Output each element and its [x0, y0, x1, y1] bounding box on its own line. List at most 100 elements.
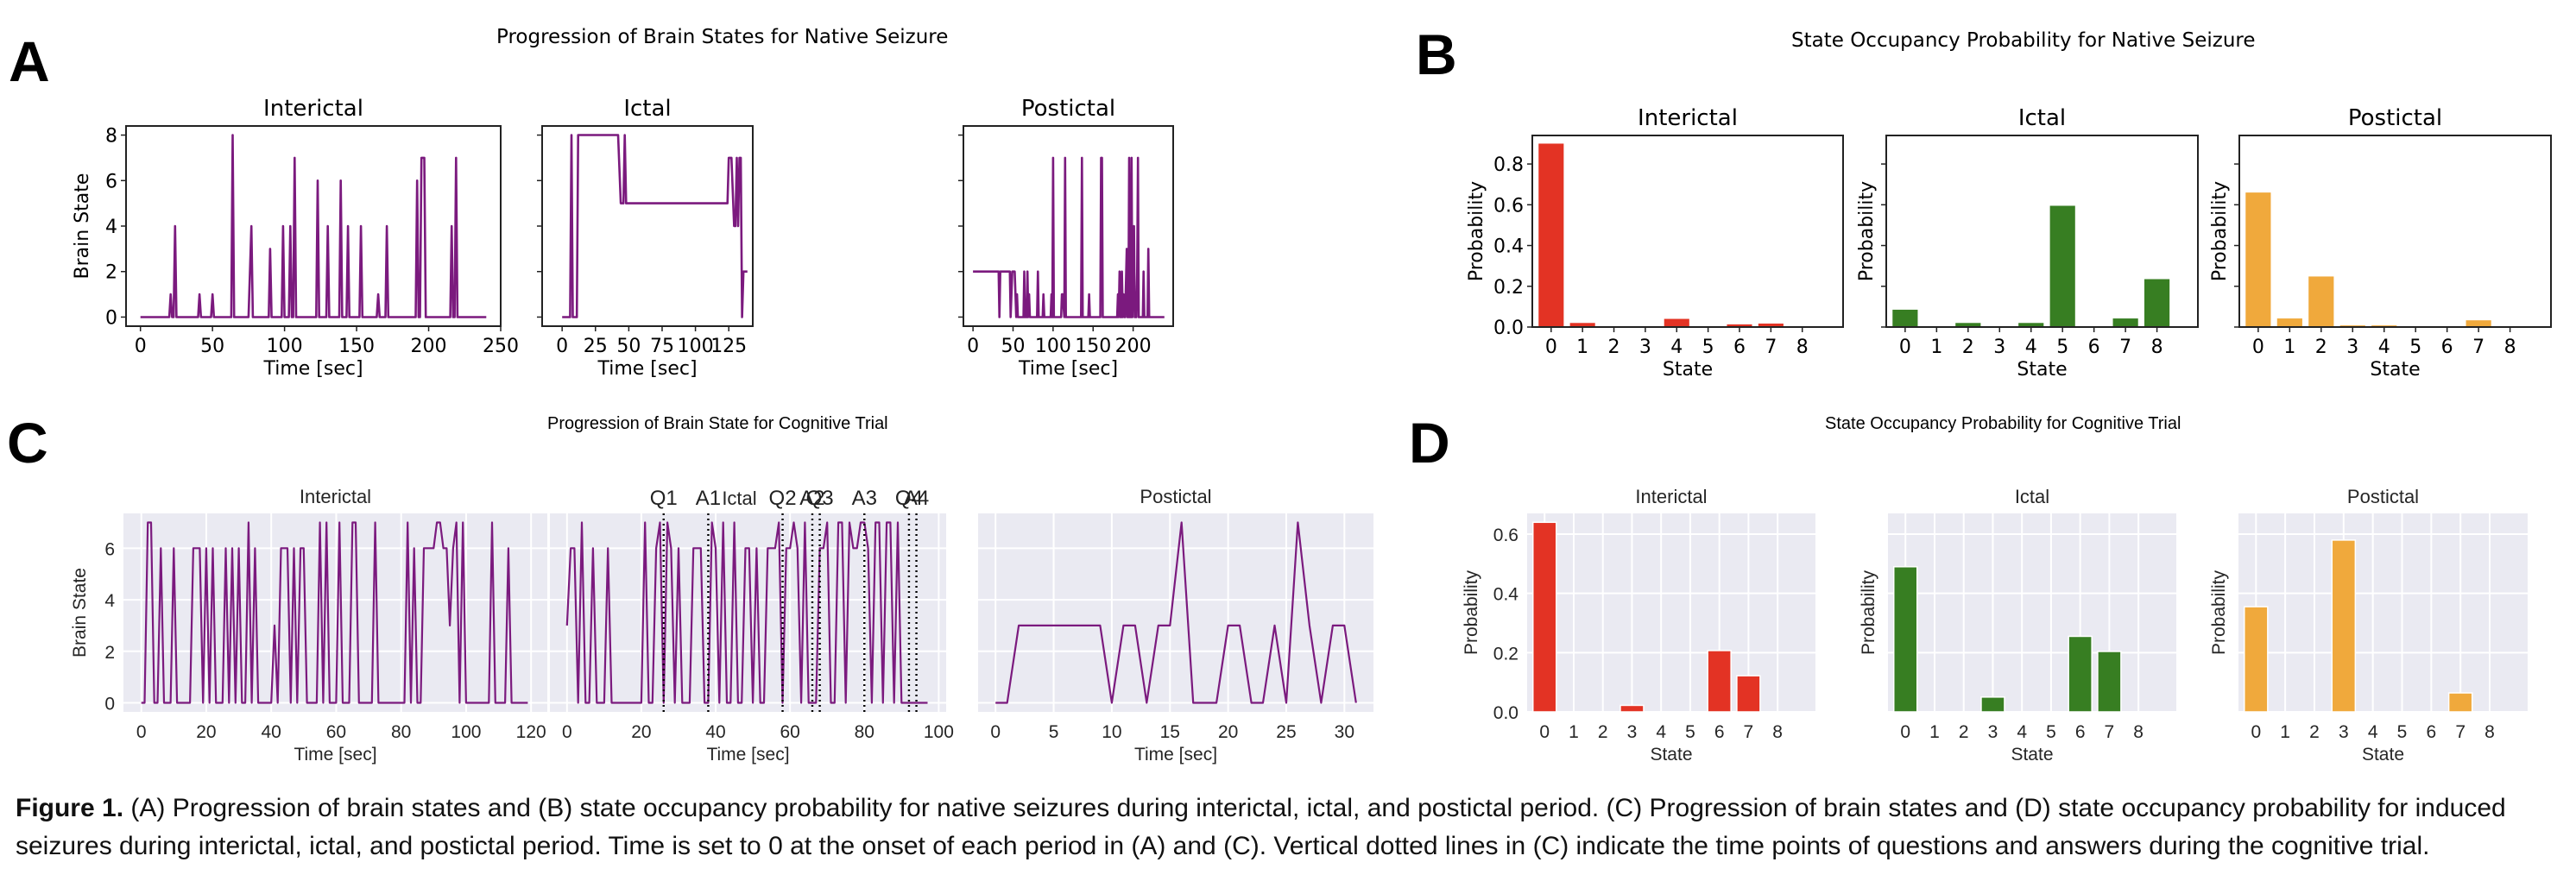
subplot-title: Postictal	[2347, 486, 2419, 507]
chart-D-postictal: 0 1 2 3 4 5 6 7 8 State Probability Postictal	[2209, 486, 2528, 765]
x-tick-label: 15	[1160, 722, 1180, 742]
x-tick-label: 2	[1608, 337, 1620, 358]
plot-area	[2238, 513, 2528, 712]
event-label-a1: A1	[696, 487, 721, 510]
chart-D-interictal: 0 1 2 3 4 5 6 7 8 0.0 0.2 0.4 0.6 State Probability Int…	[1462, 486, 1815, 765]
y-tick-label: 0	[104, 695, 115, 714]
event-label-a3: A3	[852, 487, 877, 510]
x-tick-label: 5	[2409, 337, 2421, 358]
x-axis-label: Time [sec]	[262, 358, 363, 380]
subplot-title: Ictal	[722, 488, 756, 509]
plot-area	[978, 513, 1373, 712]
x-axis-label: Time [sec]	[1134, 745, 1217, 765]
x-tick-label: 2	[1962, 337, 1974, 358]
x-tick-label: 50	[616, 336, 641, 357]
x-tick-label: 6	[1733, 337, 1746, 358]
x-axis-label: Time [sec]	[597, 358, 697, 380]
x-tick-label: 2	[1598, 722, 1608, 742]
x-axis-label: State	[1650, 745, 1692, 765]
y-axis-label: Probability	[1462, 570, 1481, 655]
panel-a-title: Progression of Brain States for Native S…	[496, 26, 949, 48]
x-tick-label: 30	[1335, 722, 1354, 742]
y-tick-label: 0.8	[1493, 154, 1524, 176]
bar-state-7	[2112, 318, 2138, 327]
x-tick-label: 0	[1539, 722, 1550, 742]
x-tick-label: 125	[710, 336, 747, 357]
x-axis-label: State	[2011, 745, 2053, 765]
y-tick-label: 4	[105, 217, 117, 238]
brain-state-line	[140, 134, 487, 318]
x-tick-label: 5	[1049, 722, 1059, 742]
plot-area	[963, 126, 1173, 326]
x-tick-label: 0	[2252, 337, 2264, 358]
axes-frame	[1531, 135, 1844, 328]
brain-state-line	[565, 521, 928, 704]
bar-state-8	[2144, 279, 2170, 327]
x-tick-label: 1	[2280, 722, 2290, 742]
x-tick-label: 1	[2283, 337, 2295, 358]
axes-frame	[2238, 135, 2552, 328]
y-axis-label: Brain State	[70, 568, 90, 658]
chart-A-interictal: 0 50 100 150 200 250 0 2 4 6 8 Time [sec] Brain Stat…	[72, 96, 519, 380]
x-tick-label: 1	[1929, 722, 1940, 742]
subplot-title: Postictal	[1140, 486, 1211, 507]
x-tick-label: 4	[1670, 337, 1683, 358]
x-tick-label: 3	[1627, 722, 1638, 742]
x-tick-label: 150	[1075, 336, 1111, 357]
x-tick-label: 5	[2397, 722, 2408, 742]
brain-state-line	[995, 521, 1357, 704]
brain-state-line	[141, 521, 528, 704]
x-tick-label: 7	[2455, 722, 2466, 742]
plot-area	[2239, 135, 2551, 327]
brain-state-line	[562, 134, 748, 318]
panel-letter-a: A	[9, 29, 50, 93]
bar-state-7	[2447, 692, 2473, 713]
x-tick-label: 0	[136, 722, 147, 742]
bar-state-7	[1758, 323, 1784, 327]
x-tick-label: 6	[2075, 722, 2086, 742]
x-tick-label: 0	[1900, 722, 1910, 742]
plot-area	[1527, 513, 1815, 712]
panel-letter-c: C	[7, 411, 48, 475]
x-tick-label: 20	[1218, 722, 1238, 742]
chart-C-postictal: 0 5 10 15 20 25 30 Time [sec] Postictal	[978, 486, 1373, 765]
bar-state-3	[2331, 539, 2357, 713]
x-tick-label: 5	[2056, 337, 2068, 358]
subplot-title: Postictal	[1021, 96, 1115, 122]
x-tick-label: 0	[1545, 337, 1557, 358]
x-tick-label: 5	[1685, 722, 1695, 742]
bar-state-1	[2276, 318, 2302, 327]
x-tick-label: 2	[2315, 337, 2327, 358]
x-axis-label: Time [sec]	[706, 745, 789, 765]
caption-label: Figure 1.	[16, 794, 124, 822]
x-tick-label: 100	[1035, 336, 1071, 357]
x-tick-label: 6	[2441, 337, 2453, 358]
x-tick-label: 200	[411, 336, 447, 357]
brain-state-line	[973, 156, 1165, 318]
plot-area	[1532, 135, 1843, 327]
x-tick-label: 80	[391, 722, 411, 742]
figure-caption: Figure 1. (A) Progression of brain state…	[16, 790, 2554, 865]
y-tick-label: 0.2	[1493, 644, 1518, 664]
x-axis-label: Time [sec]	[294, 745, 376, 765]
x-tick-label: 8	[2151, 337, 2163, 358]
x-tick-label: 4	[2378, 337, 2390, 358]
event-label-a4: A4	[904, 487, 929, 510]
bar-state-4	[1664, 318, 1689, 327]
bar-state-7	[2097, 651, 2122, 713]
x-tick-label: 6	[1714, 722, 1725, 742]
x-tick-label: 60	[326, 722, 346, 742]
y-tick-label: 0.0	[1493, 703, 1518, 723]
x-tick-label: 7	[1744, 722, 1754, 742]
caption-text: (A) Progression of brain states and (B) …	[16, 794, 2506, 860]
x-tick-label: 8	[1796, 337, 1809, 358]
bar-state-2	[1955, 323, 1981, 327]
x-tick-label: 250	[483, 336, 519, 357]
subplot-title: Interictal	[300, 486, 371, 507]
x-tick-label: 1	[1930, 337, 1942, 358]
subplot-title: Ictal	[2018, 105, 2066, 131]
y-axis-label: Probability	[2209, 570, 2229, 655]
